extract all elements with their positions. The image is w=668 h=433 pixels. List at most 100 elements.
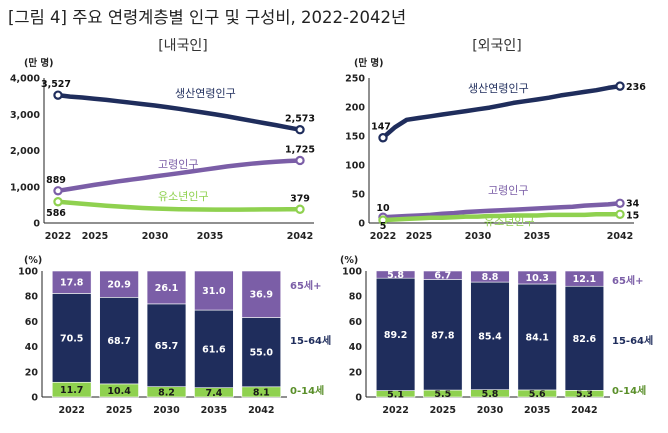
data-label: 10	[376, 203, 390, 214]
legend-label: 0-14세	[290, 384, 324, 397]
data-point-marker	[295, 125, 305, 135]
x-tick-label: 2042	[607, 231, 633, 242]
series-line	[380, 201, 623, 220]
panel-title: [외국인]	[472, 38, 522, 54]
x-tick-label: 2025	[406, 231, 432, 242]
bar-segment	[194, 309, 234, 388]
bar-value-label: 8.2	[158, 387, 175, 398]
bar-value-label: 85.4	[478, 331, 502, 342]
bar-value-label: 12.1	[573, 274, 596, 285]
bar-segment	[564, 285, 605, 391]
series-label: 생산연령인구	[468, 82, 529, 95]
bar-segment	[470, 281, 510, 390]
x-tick-label: 2035	[201, 405, 227, 416]
legend-label: 15-64세	[612, 334, 653, 347]
bar-segment	[470, 270, 510, 283]
data-point-marker	[53, 90, 63, 100]
bar-segment	[194, 270, 234, 311]
x-tick-label: 2022	[370, 231, 396, 242]
x-tick-label: 2025	[106, 405, 132, 416]
x-tick-label: 2025	[82, 231, 108, 242]
bar-value-label: 65.7	[155, 341, 178, 352]
data-label: 2,573	[285, 114, 315, 125]
data-point-marker	[53, 197, 63, 207]
bar-segment	[423, 270, 463, 280]
bar-value-label: 89.2	[384, 330, 407, 341]
series-label: 유소년인구	[484, 215, 535, 228]
y-tick-label: 0	[355, 393, 362, 404]
bar-segment	[517, 283, 557, 391]
y-tick-label: 100	[345, 161, 365, 172]
bar-segment	[375, 277, 416, 391]
x-tick-label: 2042	[248, 405, 274, 416]
bar-value-label: 82.6	[573, 334, 597, 345]
x-tick-label: 2035	[524, 231, 550, 242]
bar-value-label: 26.1	[155, 283, 178, 294]
bar-value-label: 17.8	[60, 278, 84, 289]
data-label: 236	[626, 82, 646, 93]
figure-title: [그림 4] 주요 연령계층별 인구 및 구성비, 2022-2042년	[8, 8, 407, 27]
x-tick-label: 2030	[465, 231, 492, 242]
bar-value-label: 70.5	[60, 333, 83, 344]
bar-segment	[423, 279, 463, 391]
bar-value-label: 36.9	[250, 290, 273, 301]
y-tick-label: 40	[25, 342, 39, 353]
y-tick-label: 20	[25, 367, 39, 378]
x-tick-label: 2022	[58, 405, 84, 416]
legend-label: 65세+	[290, 279, 322, 292]
data-label: 586	[46, 208, 66, 219]
bar-value-label: 10.4	[107, 386, 131, 397]
bar-value-label: 8.8	[482, 272, 499, 283]
series-line	[380, 212, 623, 223]
bar-segment	[517, 270, 557, 285]
bar-value-label: 5.6	[529, 389, 546, 400]
x-tick-label: 2042	[287, 231, 313, 242]
data-point-marker	[53, 186, 63, 196]
series-label: 유소년인구	[158, 190, 209, 203]
y-tick-label: 2,000	[10, 146, 40, 157]
bar-value-label: 10.3	[525, 273, 548, 284]
y-tick-label: 80	[25, 292, 39, 303]
data-point-marker	[615, 209, 625, 219]
bar-value-label: 7.4	[205, 388, 222, 399]
bar-segment	[241, 270, 282, 318]
bar-segment	[99, 270, 139, 298]
data-label: 15	[626, 210, 639, 221]
y-tick-label: 0	[31, 393, 38, 404]
y-tick-label: 0	[358, 219, 365, 230]
legend-label: 15-64세	[290, 334, 331, 347]
bar-segment	[146, 270, 187, 305]
legend-label: 0-14세	[612, 384, 646, 397]
data-label: 34	[626, 198, 640, 209]
data-point-marker	[615, 81, 625, 91]
bar-value-label: 31.0	[202, 286, 226, 297]
y-unit-label: (%)	[24, 255, 42, 266]
x-tick-label: 2022	[45, 231, 71, 242]
y-tick-label: 4,000	[10, 74, 40, 85]
series-label: 생산연령인구	[175, 87, 236, 100]
y-tick-label: 1,000	[10, 182, 40, 193]
bar-segment	[375, 270, 416, 279]
data-label: 5	[380, 221, 387, 232]
y-tick-label: 40	[349, 342, 363, 353]
x-tick-label: 2030	[477, 405, 504, 416]
bar-segment	[146, 303, 187, 387]
y-tick-label: 20	[349, 367, 363, 378]
x-tick-label: 2022	[382, 405, 408, 416]
bar-value-label: 87.8	[431, 330, 455, 341]
y-tick-label: 80	[349, 292, 363, 303]
data-label: 889	[46, 175, 66, 186]
bar-value-label: 55.0	[250, 348, 274, 359]
bar-value-label: 68.7	[107, 336, 130, 347]
bar-value-label: 61.6	[202, 344, 226, 355]
bar-value-label: 11.7	[60, 385, 83, 396]
data-label: 379	[290, 193, 310, 204]
y-unit-label: (%)	[340, 255, 358, 266]
data-point-marker	[378, 215, 388, 225]
x-tick-label: 2042	[571, 405, 597, 416]
data-label: 1,725	[285, 144, 315, 155]
y-unit-label: (만 명)	[24, 57, 53, 69]
y-unit-label: (만 명)	[354, 57, 383, 69]
data-label: 147	[371, 122, 391, 133]
bar-segment	[51, 270, 92, 294]
